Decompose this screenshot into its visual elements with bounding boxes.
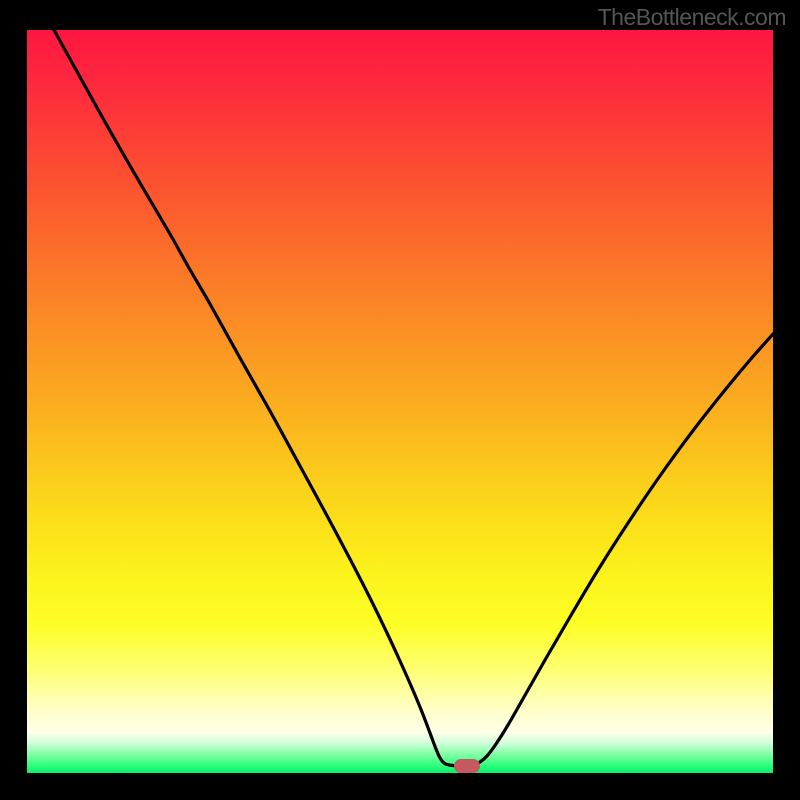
plot-area — [27, 30, 773, 773]
minimum-marker — [454, 759, 480, 773]
chart-frame: TheBottleneck.com — [0, 0, 800, 800]
bottleneck-curve — [27, 30, 773, 773]
watermark-text: TheBottleneck.com — [598, 4, 786, 31]
